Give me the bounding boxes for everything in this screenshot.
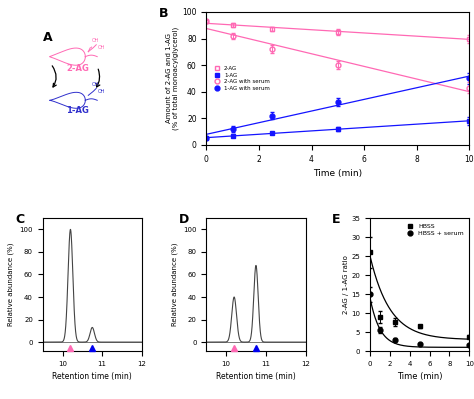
Y-axis label: 2-AG / 1-AG ratio: 2-AG / 1-AG ratio xyxy=(343,255,348,314)
Text: B: B xyxy=(159,7,169,20)
Legend: HBSS, HBSS + serum: HBSS, HBSS + serum xyxy=(401,221,466,239)
Text: OH: OH xyxy=(91,38,99,43)
Y-axis label: Relative abundance (%): Relative abundance (%) xyxy=(171,243,178,326)
X-axis label: Time (min): Time (min) xyxy=(313,169,362,178)
Text: OH: OH xyxy=(98,45,106,50)
Text: D: D xyxy=(179,213,189,226)
Legend: 2-AG, 1-AG, 2-AG with serum, 1-AG with serum: 2-AG, 1-AG, 2-AG with serum, 1-AG with s… xyxy=(209,64,272,93)
X-axis label: Time (min): Time (min) xyxy=(397,372,442,381)
FancyArrowPatch shape xyxy=(97,69,100,87)
Text: A: A xyxy=(43,31,52,44)
X-axis label: Retention time (min): Retention time (min) xyxy=(53,372,132,381)
Text: 1-AG: 1-AG xyxy=(66,106,89,115)
Text: 2-AG: 2-AG xyxy=(66,63,89,73)
Text: E: E xyxy=(332,213,341,226)
Text: C: C xyxy=(15,213,24,226)
Text: OH: OH xyxy=(91,82,99,87)
Y-axis label: Amount of 2-AG and 1-AG
(% of total monoacylglycerol): Amount of 2-AG and 1-AG (% of total mono… xyxy=(166,27,179,130)
FancyArrowPatch shape xyxy=(52,66,56,87)
X-axis label: Retention time (min): Retention time (min) xyxy=(216,372,296,381)
Y-axis label: Relative abundance (%): Relative abundance (%) xyxy=(8,243,14,326)
Text: OH: OH xyxy=(98,89,106,94)
